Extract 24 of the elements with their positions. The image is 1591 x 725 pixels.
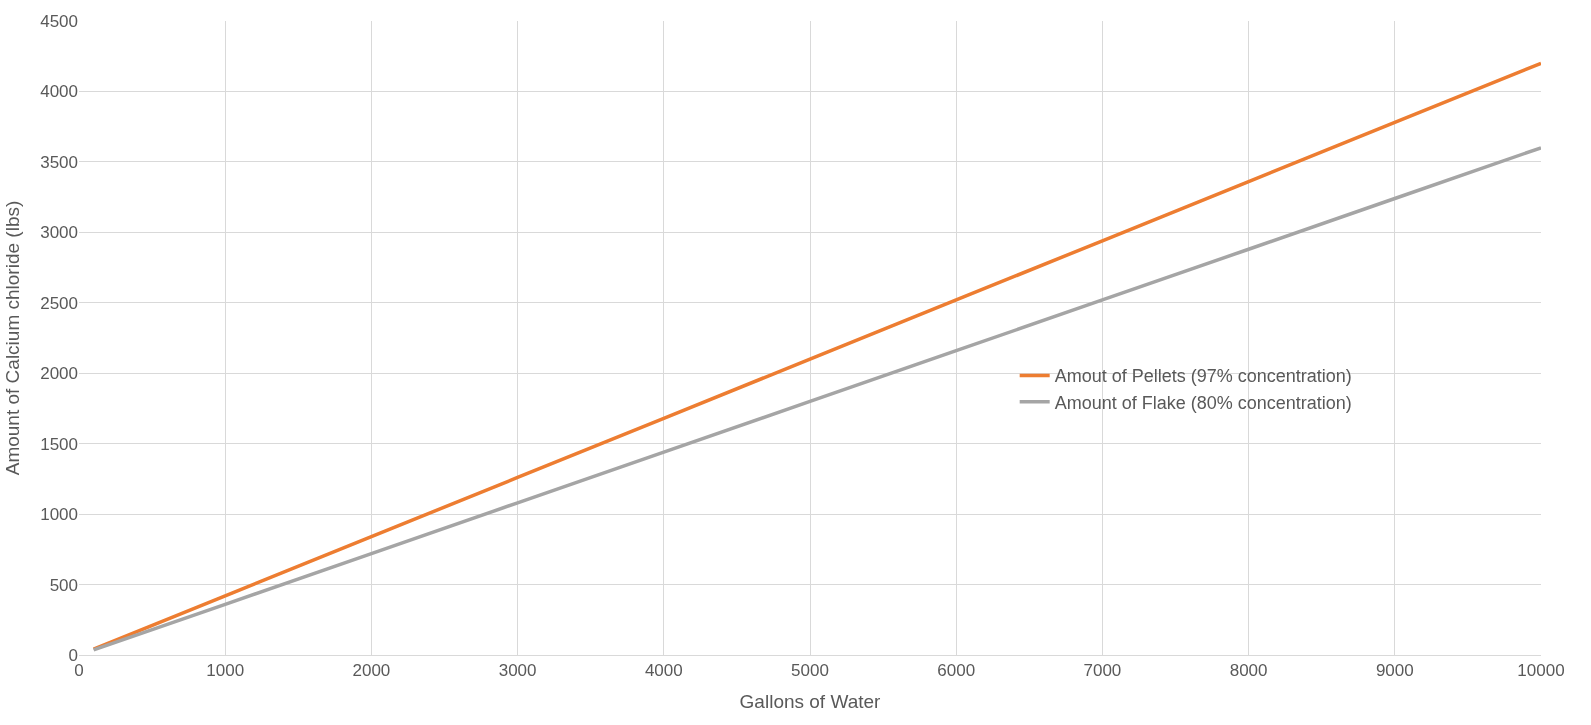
y-tick-label: 3500 [40,152,78,172]
y-tick-label: 4500 [40,11,78,31]
x-tick-label: 8000 [1229,661,1268,681]
y-tick-label: 2500 [40,293,78,313]
x-tick-label: 1000 [206,661,245,681]
y-tick-label: 1500 [40,434,78,454]
y-tick-label: 500 [49,575,78,595]
y-tick-label: 0 [68,645,78,665]
x-tick-label: 10000 [1517,661,1565,681]
x-tick-label: 9000 [1375,661,1414,681]
y-tick-label: 3000 [40,223,78,243]
legend-label: Amout of Pellets (97% concentration) [1054,366,1352,387]
x-tick-label: 4000 [644,661,683,681]
y-axis-title: Amount of Calcium chloride (lbs) [2,200,24,476]
legend-label: Amount of Flake (80% concentration) [1054,392,1352,413]
x-axis-title: Gallons of Water [739,691,882,713]
y-tick-label: 1000 [40,505,78,525]
x-tick-label: 7000 [1083,661,1122,681]
x-tick-label: 3000 [498,661,537,681]
x-tick-label: 6000 [937,661,976,681]
y-tick-label: 2000 [40,364,78,384]
x-tick-label: 5000 [791,661,829,681]
y-tick-label: 4000 [40,82,78,102]
x-tick-label: 2000 [352,661,391,681]
